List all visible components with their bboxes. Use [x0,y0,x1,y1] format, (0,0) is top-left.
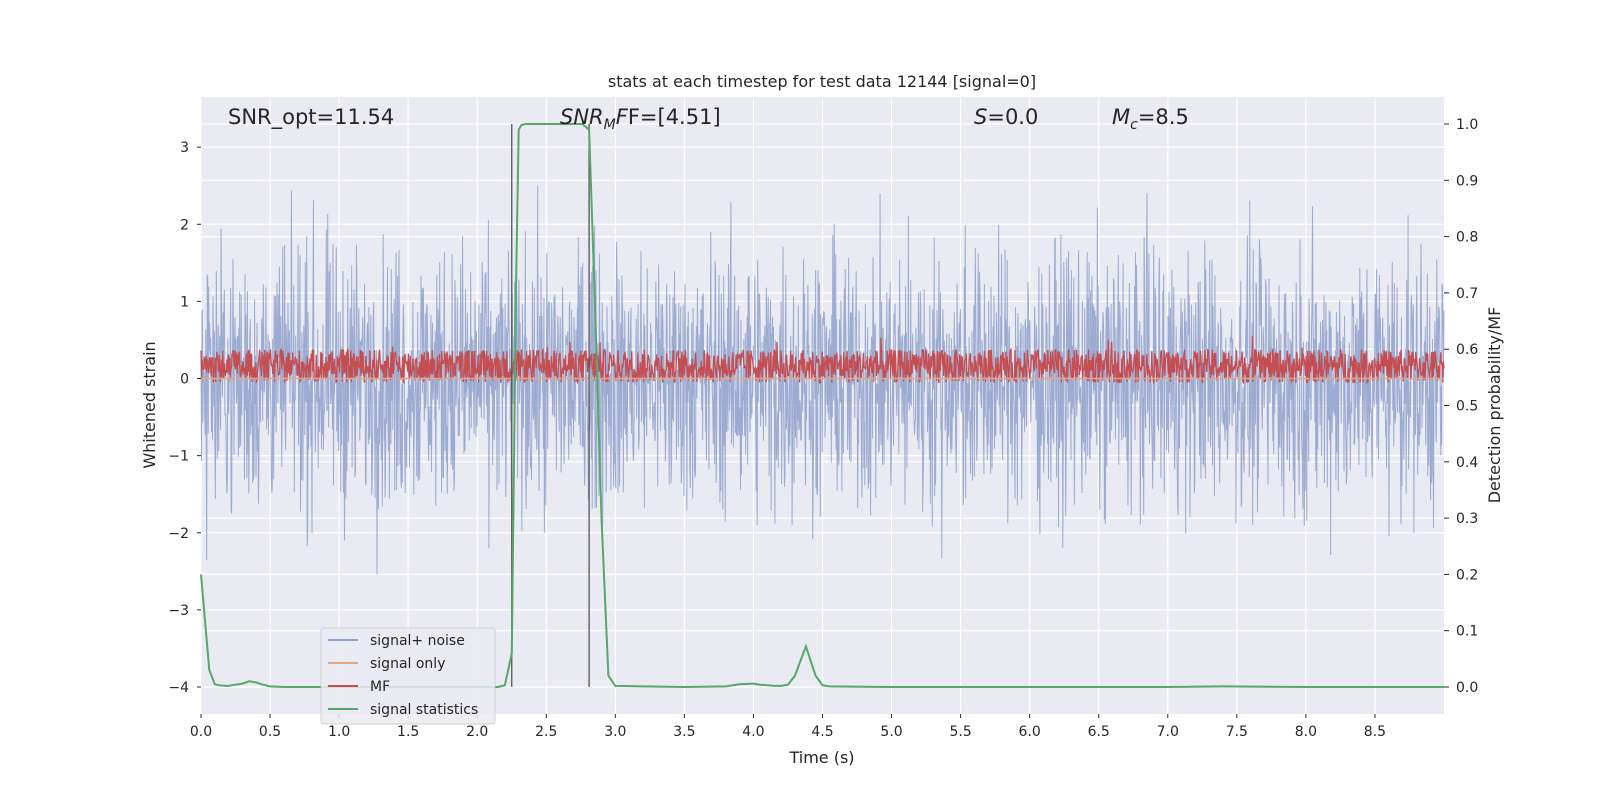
legend-label-signal-only: signal only [370,656,445,672]
y2-axis-ticks: 0.0 0.1 0.2 0.3 0.4 0.5 0.6 0.7 0.8 0.9 1.0 [1444,117,1478,696]
mf-line [200,335,1445,385]
noise-line [200,185,1445,575]
series-mf [200,335,1445,385]
legend-label-noise: signal+ noise [370,633,465,649]
signal-statistics-line [200,123,1444,689]
annotation-snr-opt: SNR_opt=11.54 [228,105,394,130]
y2-tick-5: 0.5 [1456,399,1478,415]
y2-axis-label: Detection probability/MF [1485,307,1504,504]
y-tick-6: 2 [180,217,189,233]
legend-label-signal-statistics: signal statistics [370,702,478,718]
x-tick-1: 0.5 [259,724,281,740]
y-axis-label: Whitened strain [140,341,159,468]
annotation-snr-mf-value: F=[4.51] [628,105,721,129]
y2-tick-7: 0.7 [1456,286,1478,302]
y2-tick-0: 0.0 [1456,680,1478,696]
legend-box [320,627,496,725]
x-tick-15: 7.5 [1226,724,1248,740]
x-tick-12: 6.0 [1019,724,1041,740]
x-tick-0: 0.0 [190,724,212,740]
x-axis-ticks: 0.0 0.5 1.0 1.5 2.0 2.5 3.0 3.5 4.0 4.5 5.0 5.5 6.0 6… [190,714,1386,740]
annotation-mc: Mc=8.5 [1112,105,1189,133]
series-signal-statistics [200,123,1444,689]
x-tick-8: 4.0 [742,724,764,740]
legend: signal+ noise signal only MF signal stat… [320,627,496,725]
annotation-snr-mf: SNRMFF=[4.51] [560,105,721,133]
chart-title: stats at each timestep for test data 121… [608,72,1036,91]
annotation-s: S=0.0 [974,105,1038,129]
y2-tick-2: 0.2 [1456,567,1478,583]
x-tick-5: 2.5 [535,724,557,740]
y-tick-7: 3 [180,140,189,156]
x-tick-13: 6.5 [1088,724,1110,740]
x-tick-4: 2.0 [466,724,488,740]
annotation-mc-value: =8.5 [1138,105,1189,129]
y2-tick-3: 0.3 [1456,511,1478,527]
legend-label-mf: MF [370,679,390,695]
y-tick-1: −3 [168,603,189,619]
y2-tick-8: 0.8 [1456,230,1478,246]
y-tick-0: −4 [168,680,189,696]
x-tick-14: 7.0 [1157,724,1179,740]
x-tick-17: 8.5 [1364,724,1386,740]
x-tick-3: 1.5 [397,724,419,740]
x-tick-6: 3.0 [604,724,626,740]
x-tick-11: 5.5 [949,724,971,740]
y2-tick-4: 0.4 [1456,455,1478,471]
y-tick-4: 0 [180,372,189,388]
x-tick-9: 4.5 [811,724,833,740]
x-tick-10: 5.0 [880,724,902,740]
annotation-s-value: =0.0 [987,105,1038,129]
y-axis-ticks: −4 −3 −2 −1 0 1 2 3 [168,140,201,696]
y-tick-3: −1 [168,449,189,465]
y-tick-5: 1 [180,294,189,310]
x-tick-2: 1.0 [328,724,350,740]
series-signal-noise [200,185,1445,575]
y2-tick-6: 0.6 [1456,342,1478,358]
x-tick-7: 3.5 [673,724,695,740]
y2-tick-9: 0.9 [1456,173,1478,189]
y2-tick-10: 1.0 [1456,117,1478,133]
y-tick-2: −2 [168,526,189,542]
x-axis-label: Time (s) [788,748,854,767]
x-tick-16: 8.0 [1295,724,1317,740]
y2-tick-1: 0.1 [1456,624,1478,640]
